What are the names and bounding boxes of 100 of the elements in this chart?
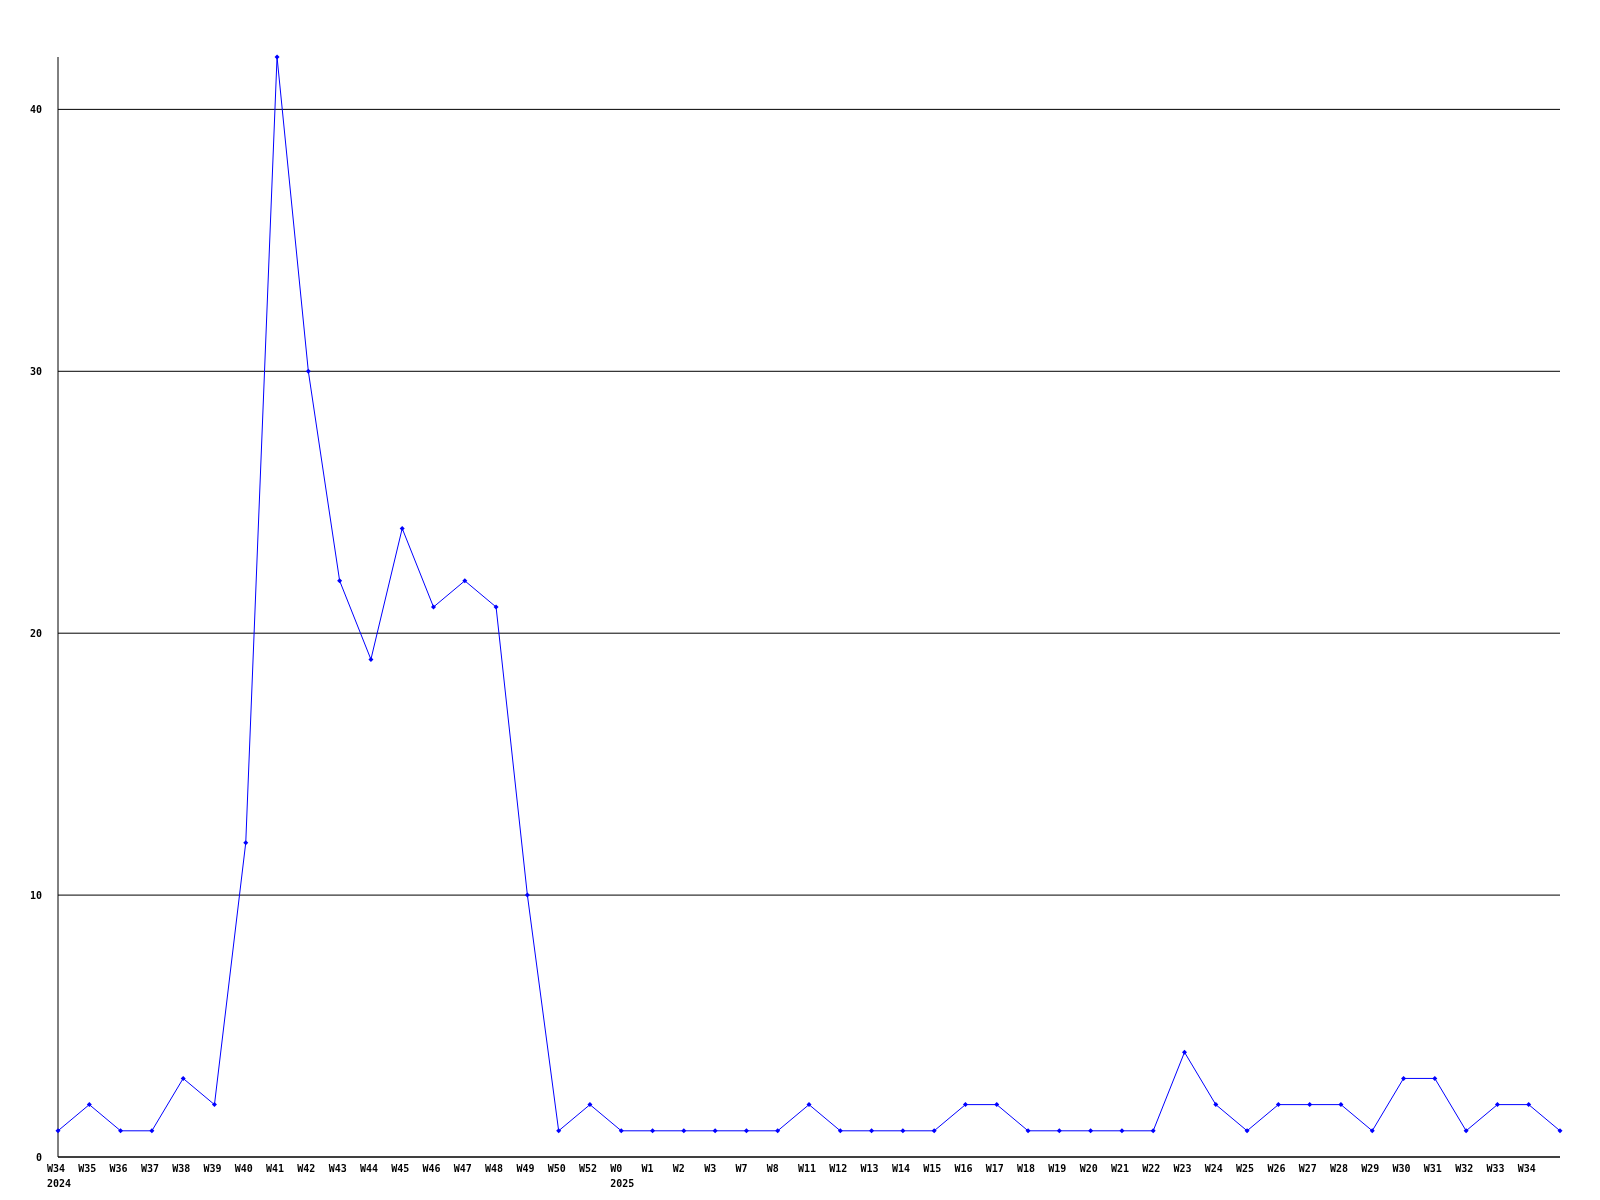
x-tick-label: W0 2025: [610, 1163, 635, 1189]
x-tick-label: W39: [203, 1163, 222, 1174]
point: [962, 1102, 968, 1108]
x-tick-label: W7: [735, 1163, 748, 1174]
point: [1088, 1128, 1094, 1134]
x-tick-label: W32: [1455, 1163, 1474, 1174]
point: [399, 525, 405, 531]
y-tick-label: 40: [29, 103, 42, 115]
x-tick-label: W31: [1423, 1163, 1442, 1174]
x-tick-label: W47: [453, 1163, 472, 1174]
y-tick-label: 10: [29, 889, 42, 901]
point: [55, 1128, 61, 1134]
x-tick-label: W48: [485, 1163, 504, 1174]
point: [556, 1128, 562, 1134]
x-tick-label: W45: [391, 1163, 410, 1174]
x-tick-label: W29: [1361, 1163, 1380, 1174]
point: [1401, 1075, 1407, 1081]
x-tick-label: W20: [1079, 1163, 1098, 1174]
x-tick-label: W38: [172, 1163, 191, 1174]
point: [775, 1128, 781, 1134]
x-tick-label: W42: [297, 1163, 316, 1174]
point: [243, 840, 249, 846]
point: [493, 604, 499, 610]
y-tick-label: 20: [29, 627, 42, 639]
point: [1557, 1128, 1563, 1134]
x-tick-label: W15: [923, 1163, 942, 1174]
point: [305, 368, 311, 374]
x-tick-label: W2: [672, 1163, 685, 1174]
point: [1432, 1075, 1438, 1081]
point: [1056, 1128, 1062, 1134]
point: [1275, 1102, 1281, 1108]
x-tick-label: W23: [1173, 1163, 1192, 1174]
point: [1494, 1102, 1500, 1108]
point: [1025, 1128, 1031, 1134]
x-tick-label: W52: [578, 1163, 598, 1174]
point: [806, 1102, 812, 1108]
point: [368, 656, 374, 662]
point: [1463, 1128, 1469, 1134]
point: [994, 1102, 1000, 1108]
point: [1307, 1102, 1313, 1108]
x-tick-label: W21: [1110, 1163, 1129, 1174]
x-tick-label: W30: [1392, 1163, 1411, 1174]
x-tick-label: W13: [860, 1163, 879, 1174]
point: [211, 1102, 217, 1108]
x-tick-label: W43: [328, 1163, 347, 1174]
point: [1150, 1128, 1156, 1134]
point: [149, 1128, 155, 1134]
x-tick-label: W50: [547, 1163, 566, 1174]
point: [118, 1128, 124, 1134]
point: [462, 578, 468, 584]
x-tick-label: W37: [140, 1163, 159, 1174]
x-tick-label: W41: [266, 1163, 285, 1174]
point: [1244, 1128, 1250, 1134]
x-tick-label: W25: [1236, 1163, 1255, 1174]
point: [869, 1128, 875, 1134]
x-tick-label: W34 2024: [47, 1163, 72, 1189]
point: [431, 604, 436, 610]
point: [1369, 1128, 1375, 1134]
x-tick-label: W22: [1142, 1163, 1161, 1174]
x-tick-label: W3: [704, 1163, 717, 1174]
point: [743, 1128, 749, 1134]
point: [180, 1075, 186, 1081]
x-tick-label: W14: [891, 1163, 910, 1174]
x-tick-label: W49: [516, 1163, 535, 1174]
x-tick-label: W1: [641, 1163, 654, 1174]
point: [1182, 1049, 1187, 1055]
x-tick-label: W11: [798, 1163, 817, 1174]
point: [1338, 1102, 1344, 1108]
y-tick-label: 0: [35, 1151, 42, 1163]
x-tick-label: W26: [1267, 1163, 1286, 1174]
point: [524, 892, 530, 898]
point: [837, 1128, 843, 1134]
point: [1119, 1128, 1125, 1134]
x-tick-label: W28: [1329, 1163, 1349, 1174]
x-tick-label: W46: [422, 1163, 441, 1174]
point: [900, 1128, 906, 1134]
x-tick-label: W33: [1486, 1163, 1505, 1174]
x-tick-label: W36: [109, 1163, 128, 1174]
x-tick-label: W12: [829, 1163, 848, 1174]
point: [86, 1102, 92, 1108]
x-tick-label: W35: [78, 1163, 97, 1174]
point: [1526, 1102, 1532, 1108]
y-tick-label: 30: [29, 365, 42, 377]
x-tick-label: W40: [234, 1163, 253, 1174]
point: [274, 54, 280, 60]
x-tick-label: W18: [1017, 1163, 1036, 1174]
x-tick-label: W27: [1298, 1163, 1317, 1174]
point: [1213, 1102, 1219, 1108]
point: [618, 1128, 624, 1134]
x-tick-label: W24: [1204, 1163, 1223, 1174]
point: [587, 1102, 593, 1108]
point: [931, 1128, 937, 1134]
x-tick-label: W44: [359, 1163, 378, 1174]
point: [712, 1128, 718, 1134]
x-tick-label: W8: [766, 1163, 779, 1174]
x-tick-label: W16: [954, 1163, 973, 1174]
x-tick-label: W17: [985, 1163, 1004, 1174]
point: [681, 1128, 687, 1134]
x-tick-label: W19: [1048, 1163, 1067, 1174]
point: [337, 578, 343, 584]
